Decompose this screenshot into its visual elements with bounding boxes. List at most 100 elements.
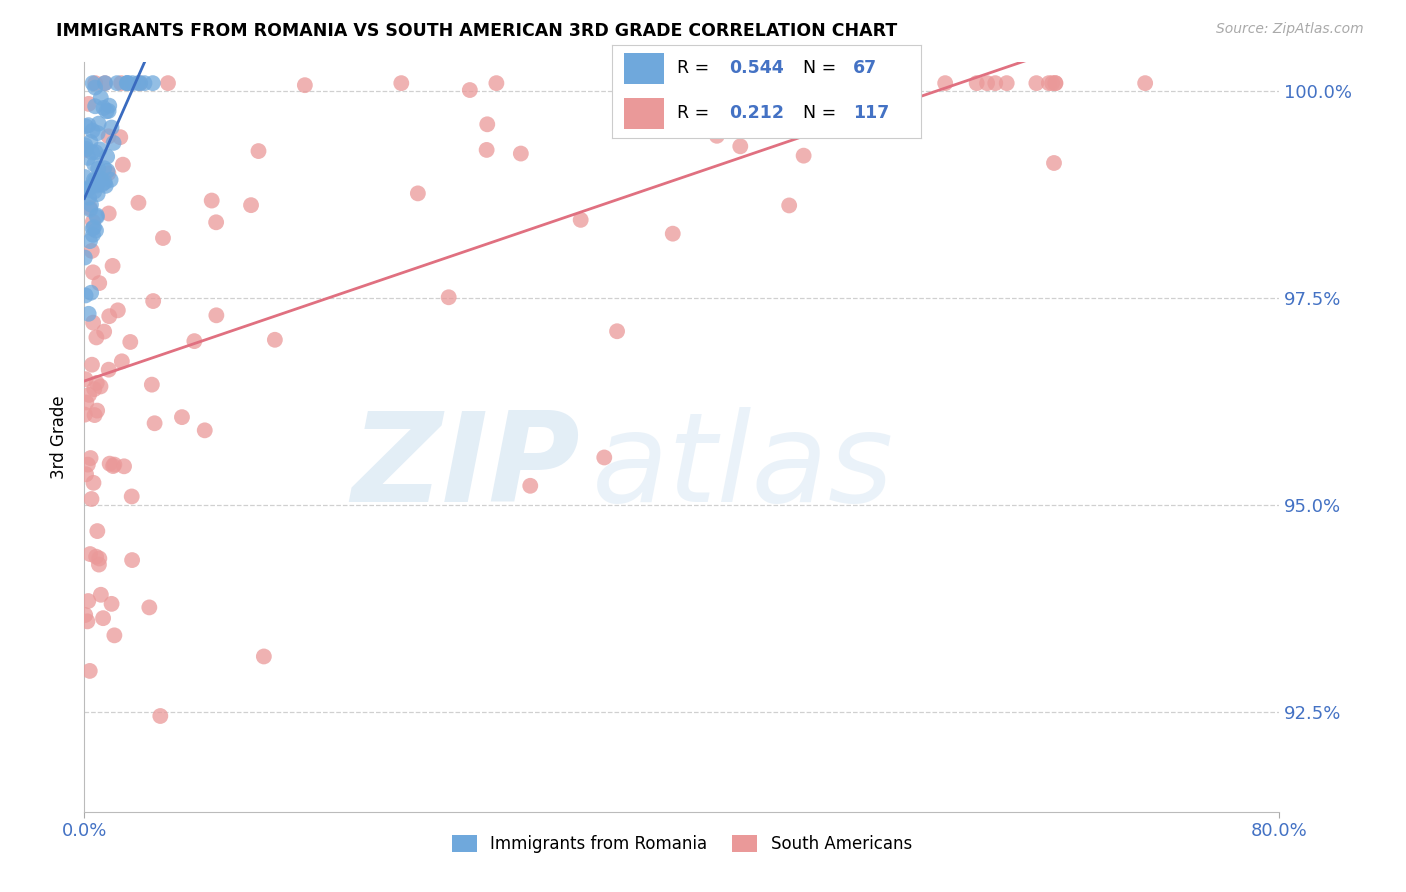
Point xyxy=(79,451,101,466)
Point xyxy=(84,173,107,187)
Point xyxy=(747,78,769,93)
Point xyxy=(101,458,124,473)
Point xyxy=(519,479,541,493)
Point xyxy=(793,149,815,163)
Point xyxy=(117,76,139,90)
Point xyxy=(110,130,132,145)
Point xyxy=(82,227,104,242)
Point xyxy=(82,215,104,229)
Point xyxy=(97,103,120,118)
Point xyxy=(97,362,120,376)
Point xyxy=(593,450,616,465)
Point xyxy=(1133,76,1156,90)
Point xyxy=(1043,156,1066,170)
Point xyxy=(112,459,135,474)
Point xyxy=(96,164,118,178)
Point xyxy=(143,417,166,431)
Point xyxy=(83,173,105,187)
Point xyxy=(706,128,728,143)
Point xyxy=(475,143,498,157)
Text: 67: 67 xyxy=(853,60,877,78)
Point xyxy=(87,117,110,131)
Point xyxy=(134,76,156,90)
Point xyxy=(90,588,112,602)
Point xyxy=(389,76,412,90)
Point xyxy=(834,76,856,90)
Point xyxy=(86,209,108,223)
Point xyxy=(110,76,132,90)
Point xyxy=(569,212,592,227)
Text: R =: R = xyxy=(676,60,714,78)
Text: N =: N = xyxy=(803,60,842,78)
Point xyxy=(77,118,100,132)
Text: 0.544: 0.544 xyxy=(730,60,785,78)
Point xyxy=(73,143,96,157)
Point xyxy=(75,183,97,197)
Point xyxy=(86,177,108,191)
Point xyxy=(80,358,103,372)
Point xyxy=(101,259,124,273)
Legend: Immigrants from Romania, South Americans: Immigrants from Romania, South Americans xyxy=(446,828,918,860)
Point xyxy=(75,120,97,134)
Point xyxy=(76,615,98,629)
Point xyxy=(96,104,118,119)
Point xyxy=(79,201,101,215)
Point xyxy=(83,157,105,171)
Point xyxy=(77,594,100,608)
Point xyxy=(117,76,139,90)
Point xyxy=(121,76,143,90)
Point xyxy=(83,220,105,235)
Point xyxy=(73,408,96,422)
Text: R =: R = xyxy=(676,104,720,122)
Point xyxy=(437,290,460,304)
Point xyxy=(82,475,104,490)
Point xyxy=(794,76,817,90)
Point xyxy=(86,330,108,344)
Point xyxy=(100,120,122,135)
Point xyxy=(89,142,111,156)
Point xyxy=(710,76,733,90)
Point xyxy=(80,244,103,258)
Point xyxy=(205,308,228,322)
Point xyxy=(75,142,97,156)
FancyBboxPatch shape xyxy=(624,98,664,129)
Point xyxy=(984,76,1007,90)
Point xyxy=(1040,76,1063,90)
Point xyxy=(91,177,114,191)
Point xyxy=(127,76,149,90)
Point xyxy=(98,457,121,471)
Point xyxy=(778,198,800,212)
Point xyxy=(149,709,172,723)
Point xyxy=(247,144,270,158)
FancyBboxPatch shape xyxy=(624,53,664,84)
Text: 0.212: 0.212 xyxy=(730,104,785,122)
Point xyxy=(76,183,98,197)
Point xyxy=(89,276,111,290)
Point xyxy=(75,607,97,622)
Point xyxy=(966,76,988,90)
Point xyxy=(1038,76,1060,90)
Point xyxy=(73,169,96,184)
Point xyxy=(661,227,683,241)
Point xyxy=(253,649,276,664)
Point xyxy=(93,161,115,176)
Point xyxy=(1025,76,1047,90)
Point xyxy=(84,80,107,95)
Point xyxy=(142,294,165,309)
Point xyxy=(84,145,107,160)
Point xyxy=(96,150,118,164)
Point xyxy=(903,76,925,90)
Point xyxy=(111,158,134,172)
Point xyxy=(103,136,125,150)
Point xyxy=(87,161,110,176)
Point xyxy=(107,303,129,318)
Point xyxy=(75,372,97,386)
Point xyxy=(86,187,108,202)
Point xyxy=(83,408,105,422)
Text: IMMIGRANTS FROM ROMANIA VS SOUTH AMERICAN 3RD GRADE CORRELATION CHART: IMMIGRANTS FROM ROMANIA VS SOUTH AMERICA… xyxy=(56,22,897,40)
Point xyxy=(82,221,104,235)
Point xyxy=(610,76,633,90)
Point xyxy=(77,151,100,165)
Text: 117: 117 xyxy=(853,104,889,122)
Point xyxy=(606,324,628,338)
